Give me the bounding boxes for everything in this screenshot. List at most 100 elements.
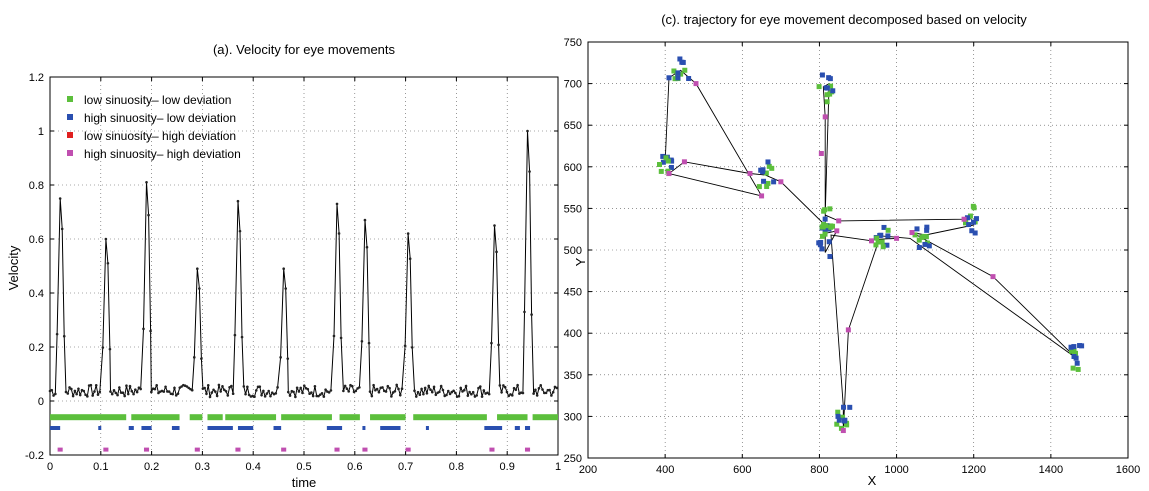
class-segment	[128, 426, 134, 430]
velocity-point	[62, 334, 66, 338]
y-tick-label: 0.6	[29, 234, 44, 246]
velocity-point	[112, 389, 116, 392]
velocity-point	[425, 391, 429, 395]
trajectory-point	[834, 421, 840, 427]
velocity-point	[427, 384, 431, 388]
velocity-point	[123, 394, 126, 398]
velocity-point	[354, 389, 358, 393]
velocity-point	[528, 170, 531, 173]
velocity-point	[101, 346, 105, 349]
velocity-point	[114, 391, 118, 395]
velocity-chart-title: (a). Velocity for eye movements	[213, 42, 396, 57]
velocity-point	[498, 384, 502, 387]
trajectory-point	[678, 71, 684, 77]
velocity-point	[441, 388, 445, 392]
velocity-point	[337, 232, 341, 235]
velocity-point	[93, 390, 96, 393]
velocity-point	[548, 388, 551, 392]
trajectory-grid	[588, 42, 1128, 458]
y-tick-label: 1.2	[29, 72, 44, 84]
velocity-point	[375, 387, 379, 391]
class-segment	[141, 426, 152, 430]
velocity-point	[318, 393, 322, 396]
velocity-point	[206, 384, 210, 387]
trajectory-point	[821, 208, 827, 214]
trajectory-point	[912, 232, 918, 238]
velocity-point	[276, 386, 279, 389]
velocity-point	[414, 395, 418, 398]
trajectory-point	[961, 216, 967, 222]
trajectory-point	[665, 158, 671, 164]
velocity-point	[224, 389, 228, 393]
legend-marker	[67, 96, 73, 102]
velocity-point	[497, 343, 500, 347]
velocity-point	[432, 385, 436, 389]
velocity-point	[406, 232, 410, 235]
trajectory-point	[964, 215, 970, 221]
velocity-point	[187, 386, 190, 390]
velocity-point	[429, 388, 432, 391]
class-segment	[207, 426, 233, 430]
trajectory-point	[816, 84, 822, 90]
velocity-point	[190, 388, 194, 392]
trajectory-point	[914, 226, 920, 232]
velocity-point	[397, 387, 400, 391]
trajectory-point	[840, 414, 846, 420]
velocity-point	[446, 389, 450, 393]
trajectory-point	[759, 193, 765, 199]
trajectory-point	[769, 165, 775, 171]
trajectory-point	[971, 219, 977, 225]
velocity-point	[286, 357, 290, 360]
class-segment	[362, 447, 368, 452]
velocity-point	[167, 390, 171, 393]
velocity-point	[142, 327, 145, 331]
velocity-point	[534, 388, 537, 392]
trajectory-point	[816, 240, 822, 246]
trajectory-point	[693, 81, 699, 87]
trajectory-point	[669, 158, 675, 164]
velocity-point	[219, 390, 222, 393]
velocity-point	[350, 384, 354, 388]
x-tick-label: 0	[47, 461, 53, 473]
trajectory-point	[881, 224, 887, 230]
x-tick-label: 200	[579, 464, 597, 476]
trajectory-point	[894, 235, 900, 241]
velocity-line	[49, 130, 557, 399]
trajectory-point	[747, 170, 753, 176]
trajectory-point	[778, 179, 784, 185]
velocity-point	[155, 384, 158, 387]
velocity-point	[523, 310, 526, 314]
velocity-point	[215, 394, 219, 398]
velocity-point	[367, 341, 371, 345]
class-segment	[524, 426, 531, 430]
velocity-point	[157, 391, 160, 395]
trajectory-point	[830, 88, 836, 94]
y-tick-label: 0.8	[29, 180, 44, 192]
velocity-point	[413, 389, 416, 392]
velocity-point	[306, 387, 310, 391]
velocity-point	[244, 392, 247, 396]
y-tick-label: 350	[564, 370, 582, 382]
trajectory-y-ticks: 250 300 350 400 450 500 550 600 650 700 750	[564, 37, 1128, 465]
velocity-point	[96, 393, 100, 396]
velocity-point	[535, 394, 539, 397]
trajectory-point	[916, 237, 922, 243]
class-segment	[489, 447, 495, 452]
class-segment	[189, 414, 203, 421]
velocity-grid	[50, 77, 558, 455]
trajectory-point	[819, 224, 825, 230]
class-segment	[171, 426, 180, 430]
legend-label: low sinuosity– high deviation	[84, 129, 236, 143]
y-tick-label: 0.4	[29, 288, 44, 300]
trajectory-point	[840, 428, 846, 434]
class-segment	[235, 447, 241, 452]
class-segment	[207, 414, 223, 421]
x-tick-label: 1200	[961, 464, 985, 476]
trajectory-point	[828, 224, 834, 230]
velocity-point	[54, 392, 57, 396]
velocity-point	[222, 388, 226, 392]
velocity-x-ticks: 0 0.1 0.2 0.3 0.4 0.5 0.6 0.7 0.8 0.9 1	[47, 77, 561, 473]
trajectory-point	[663, 155, 669, 161]
velocity-point	[125, 384, 128, 387]
velocity-point	[388, 386, 391, 390]
